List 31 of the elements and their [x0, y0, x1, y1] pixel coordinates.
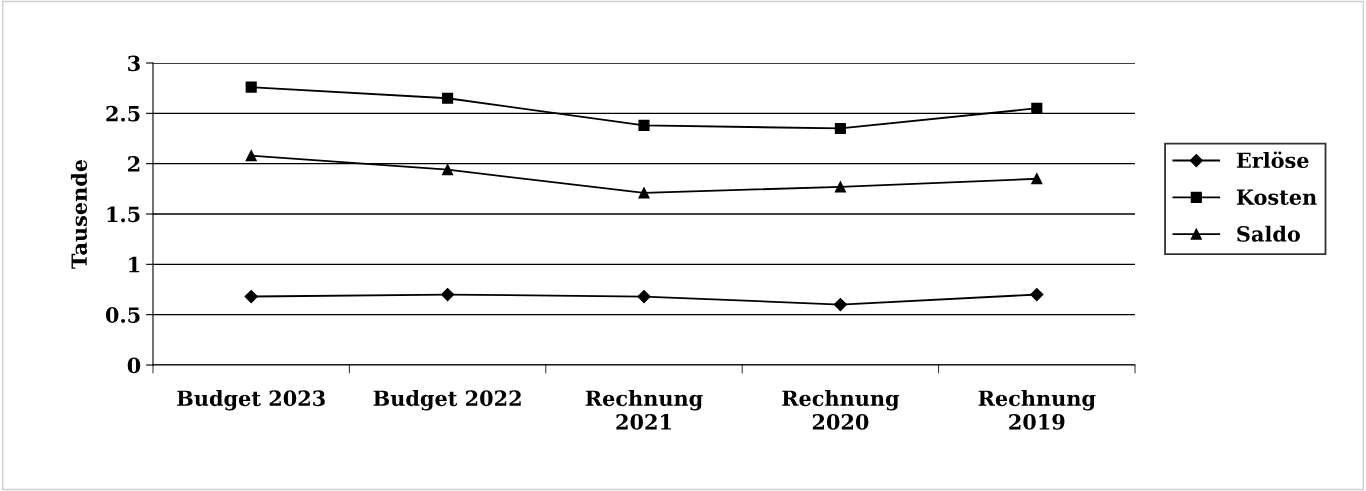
- point: [1031, 173, 1043, 185]
- point: [637, 289, 651, 304]
- point: [441, 287, 455, 302]
- y-tick-label: 3: [128, 55, 140, 72]
- y-axis-title: Tausende: [70, 159, 88, 269]
- y-tick-label: 0.5: [105, 307, 140, 323]
- point: [245, 81, 257, 93]
- legend-label: Saldo: [1237, 225, 1300, 242]
- legend-label: Kosten: [1236, 189, 1317, 205]
- x-tick-label: Budget 2023: [177, 390, 325, 411]
- point: [244, 289, 258, 304]
- y-tick-label: 1.5: [107, 206, 140, 223]
- point: [833, 298, 847, 312]
- point: [1031, 102, 1043, 114]
- x-tick-label: Rechnung 2020: [782, 390, 900, 430]
- point: [1030, 287, 1044, 302]
- point: [638, 187, 650, 199]
- y-tick-label: 2: [128, 156, 140, 172]
- point: [638, 119, 650, 131]
- point: [442, 92, 454, 104]
- legend-label: Erlöse: [1236, 151, 1309, 169]
- x-tick-label: Rechnung 2021: [585, 390, 703, 430]
- y-tick-label: 1: [129, 256, 140, 273]
- point: [834, 122, 846, 134]
- point: [442, 164, 454, 176]
- point: [834, 181, 846, 193]
- point: [245, 150, 257, 162]
- x-tick-label: Rechnung 2019: [978, 390, 1096, 430]
- y-tick-label: 2.5: [106, 105, 140, 122]
- y-tick-label: 0: [127, 357, 141, 374]
- x-tick-label: Budget 2022: [373, 390, 521, 411]
